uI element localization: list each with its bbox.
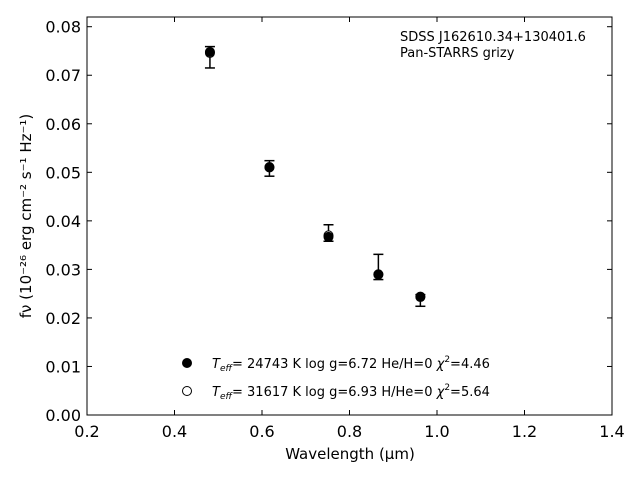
x-tick-label: 1.2 xyxy=(512,422,537,441)
y-tick-label: 0.07 xyxy=(45,66,81,85)
x-tick-label: 0.8 xyxy=(337,422,362,441)
model-point-filled xyxy=(323,231,334,242)
legend-marker-open xyxy=(182,386,192,396)
legend-marker-filled xyxy=(182,358,192,368)
y-axis-label: fν (10⁻²⁶ erg cm⁻² s⁻¹ Hz⁻¹) xyxy=(17,114,35,319)
x-tick-label: 0.2 xyxy=(74,422,99,441)
y-tick-label: 0.01 xyxy=(45,357,81,376)
model-point-filled xyxy=(264,162,275,173)
y-tick-label: 0.08 xyxy=(45,18,81,37)
error-bars xyxy=(204,45,426,308)
data-points xyxy=(204,46,426,303)
y-tick-label: 0.06 xyxy=(45,115,81,134)
legend-entry-2: Teff= 31617 K log g=6.93 H/He=0 χ2=5.64 xyxy=(212,383,490,402)
x-axis-label: Wavelength (µm) xyxy=(285,445,415,463)
y-tick-label: 0.00 xyxy=(45,406,81,425)
annotation: SDSS J162610.34+130401.6 Pan-STARRS griz… xyxy=(400,30,586,61)
y-tick-label: 0.02 xyxy=(45,309,81,328)
y-tick-label: 0.05 xyxy=(45,163,81,182)
legend: Teff= 24743 K log g=6.72 He/H=0 χ2=4.46 … xyxy=(182,355,490,402)
annotation-line-2: Pan-STARRS grizy xyxy=(400,46,515,61)
axis-ticks: 0.2 0.4 0.6 0.8 1.0 1.2 1.4 0.00 0.01 0.02 0.03 0.0… xyxy=(45,17,625,441)
x-tick-label: 1.4 xyxy=(599,422,624,441)
y-tick-label: 0.03 xyxy=(45,260,81,279)
x-tick-label: 1.0 xyxy=(424,422,449,441)
legend-entry-1: Teff= 24743 K log g=6.72 He/H=0 χ2=4.46 xyxy=(212,355,490,374)
model-point-filled xyxy=(415,292,426,303)
x-tick-label: 0.6 xyxy=(249,422,274,441)
model-point-filled xyxy=(204,46,215,57)
y-tick-label: 0.04 xyxy=(45,212,81,231)
x-tick-label: 0.4 xyxy=(162,422,187,441)
plot-area xyxy=(86,16,613,416)
model-point-filled xyxy=(373,269,384,280)
annotation-line-1: SDSS J162610.34+130401.6 xyxy=(400,30,586,45)
